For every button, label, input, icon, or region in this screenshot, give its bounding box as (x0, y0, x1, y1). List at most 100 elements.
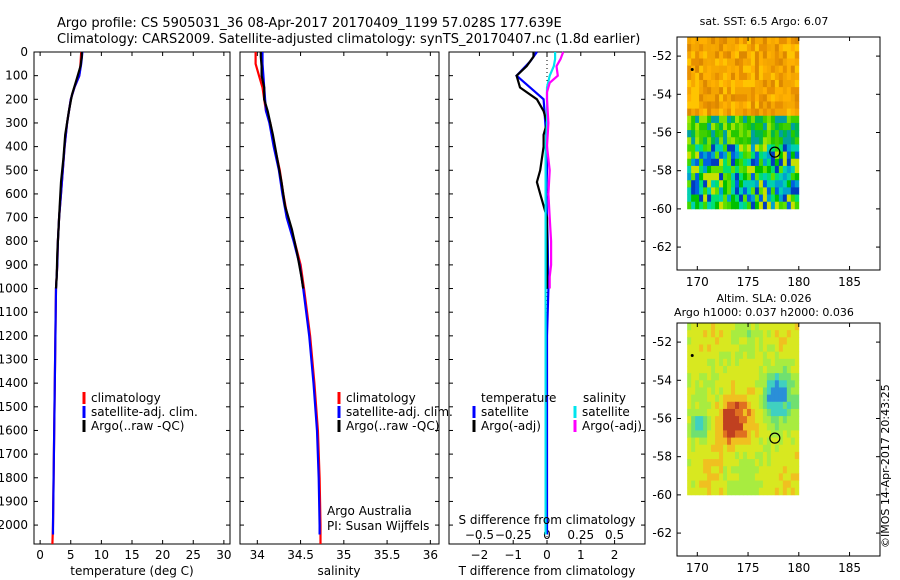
map-cell (794, 430, 800, 438)
map-cell (786, 101, 792, 110)
map-cell (770, 87, 776, 95)
map-cell (691, 165, 696, 174)
map-cell (778, 165, 784, 174)
map-cell (770, 480, 776, 489)
legend-climatology: climatology (346, 391, 416, 405)
map-cell (715, 115, 720, 124)
map-cell (711, 451, 716, 460)
map-cell (782, 373, 788, 381)
imos-credit: ©IMOS 14-Apr-2017 20:43:25 (879, 384, 892, 548)
map-cell (707, 165, 712, 174)
map-cell (766, 487, 772, 496)
map-cell (738, 173, 744, 181)
map-cell (738, 194, 744, 203)
map-cell (695, 423, 700, 431)
map-cell (719, 344, 724, 353)
map-cell (687, 72, 692, 81)
map-cell (735, 165, 740, 174)
map-cell (774, 344, 780, 353)
map-cell (790, 101, 796, 110)
map-cell (735, 387, 740, 396)
map-cell (758, 380, 764, 388)
map-cell (742, 444, 748, 453)
map-cell (746, 473, 752, 481)
map-cell (707, 466, 712, 474)
map-cell (770, 173, 776, 181)
lon-tick-label: 170 (686, 561, 709, 575)
map-cell (794, 473, 800, 481)
map-cell (762, 115, 768, 124)
map-cell (782, 401, 788, 410)
lat-tick-label: -56 (652, 411, 672, 425)
map-cell (790, 37, 796, 45)
map-cell (758, 416, 764, 424)
map-cell (731, 94, 736, 102)
map-cell (738, 444, 744, 453)
map-cell (695, 387, 700, 396)
map-cell (735, 101, 740, 110)
map-cell (695, 130, 700, 138)
map-cell (750, 65, 756, 74)
map-cell (707, 137, 712, 145)
map-cell (786, 459, 792, 467)
map-cell (687, 351, 692, 360)
map-cell (731, 344, 736, 353)
map-cell (754, 151, 760, 160)
map-cell (766, 187, 772, 195)
map-cell (746, 351, 752, 360)
map-cell (707, 380, 712, 388)
map-cell (750, 423, 756, 431)
map-cell (715, 430, 720, 438)
map-cell (762, 387, 768, 396)
map-cell (766, 373, 772, 381)
map-cell (695, 416, 700, 424)
map-cell (707, 180, 712, 188)
map-cell (715, 380, 720, 388)
map-cell (746, 358, 752, 367)
map-cell (731, 108, 736, 117)
map-cell (750, 323, 756, 331)
map-cell (778, 423, 784, 431)
map-cell (770, 108, 776, 117)
map-cell (715, 173, 720, 181)
map-cell (786, 330, 792, 338)
map-cell (691, 51, 696, 59)
legend-climatology: climatology (91, 391, 161, 405)
map-cell (715, 87, 720, 95)
map-cell (707, 58, 712, 67)
map-cell (711, 87, 716, 95)
map-cell (758, 487, 764, 496)
map-cell (687, 115, 692, 124)
map-cell (794, 401, 800, 410)
map-cell (703, 387, 708, 396)
map-cell (766, 58, 772, 67)
map-cell (790, 387, 796, 396)
map-cell (695, 401, 700, 410)
map-cell (770, 365, 776, 374)
map-cell (699, 137, 704, 145)
map-cell (715, 187, 720, 195)
map-cell (695, 87, 700, 95)
map-cell (794, 437, 800, 446)
depth-tick-label: 700 (5, 211, 28, 225)
map-cell (699, 451, 704, 460)
map-cell (742, 351, 748, 360)
map-cell (699, 165, 704, 174)
map-cell (695, 165, 700, 174)
map-cell (715, 137, 720, 145)
map-cell (707, 72, 712, 81)
map-cell (766, 459, 772, 467)
difference-xlabel: T difference from climatology (458, 564, 636, 578)
map-cell (770, 373, 776, 381)
map-cell (786, 194, 792, 203)
map-cell (719, 130, 724, 138)
x-tick-label: −1 (504, 548, 522, 562)
map-cell (711, 487, 716, 496)
map-cell (723, 115, 728, 124)
map-cell (731, 58, 736, 67)
map-cell (746, 365, 752, 374)
map-cell (687, 473, 692, 481)
map-cell (699, 101, 704, 110)
map-cell (758, 323, 764, 331)
map-cell (738, 187, 744, 195)
